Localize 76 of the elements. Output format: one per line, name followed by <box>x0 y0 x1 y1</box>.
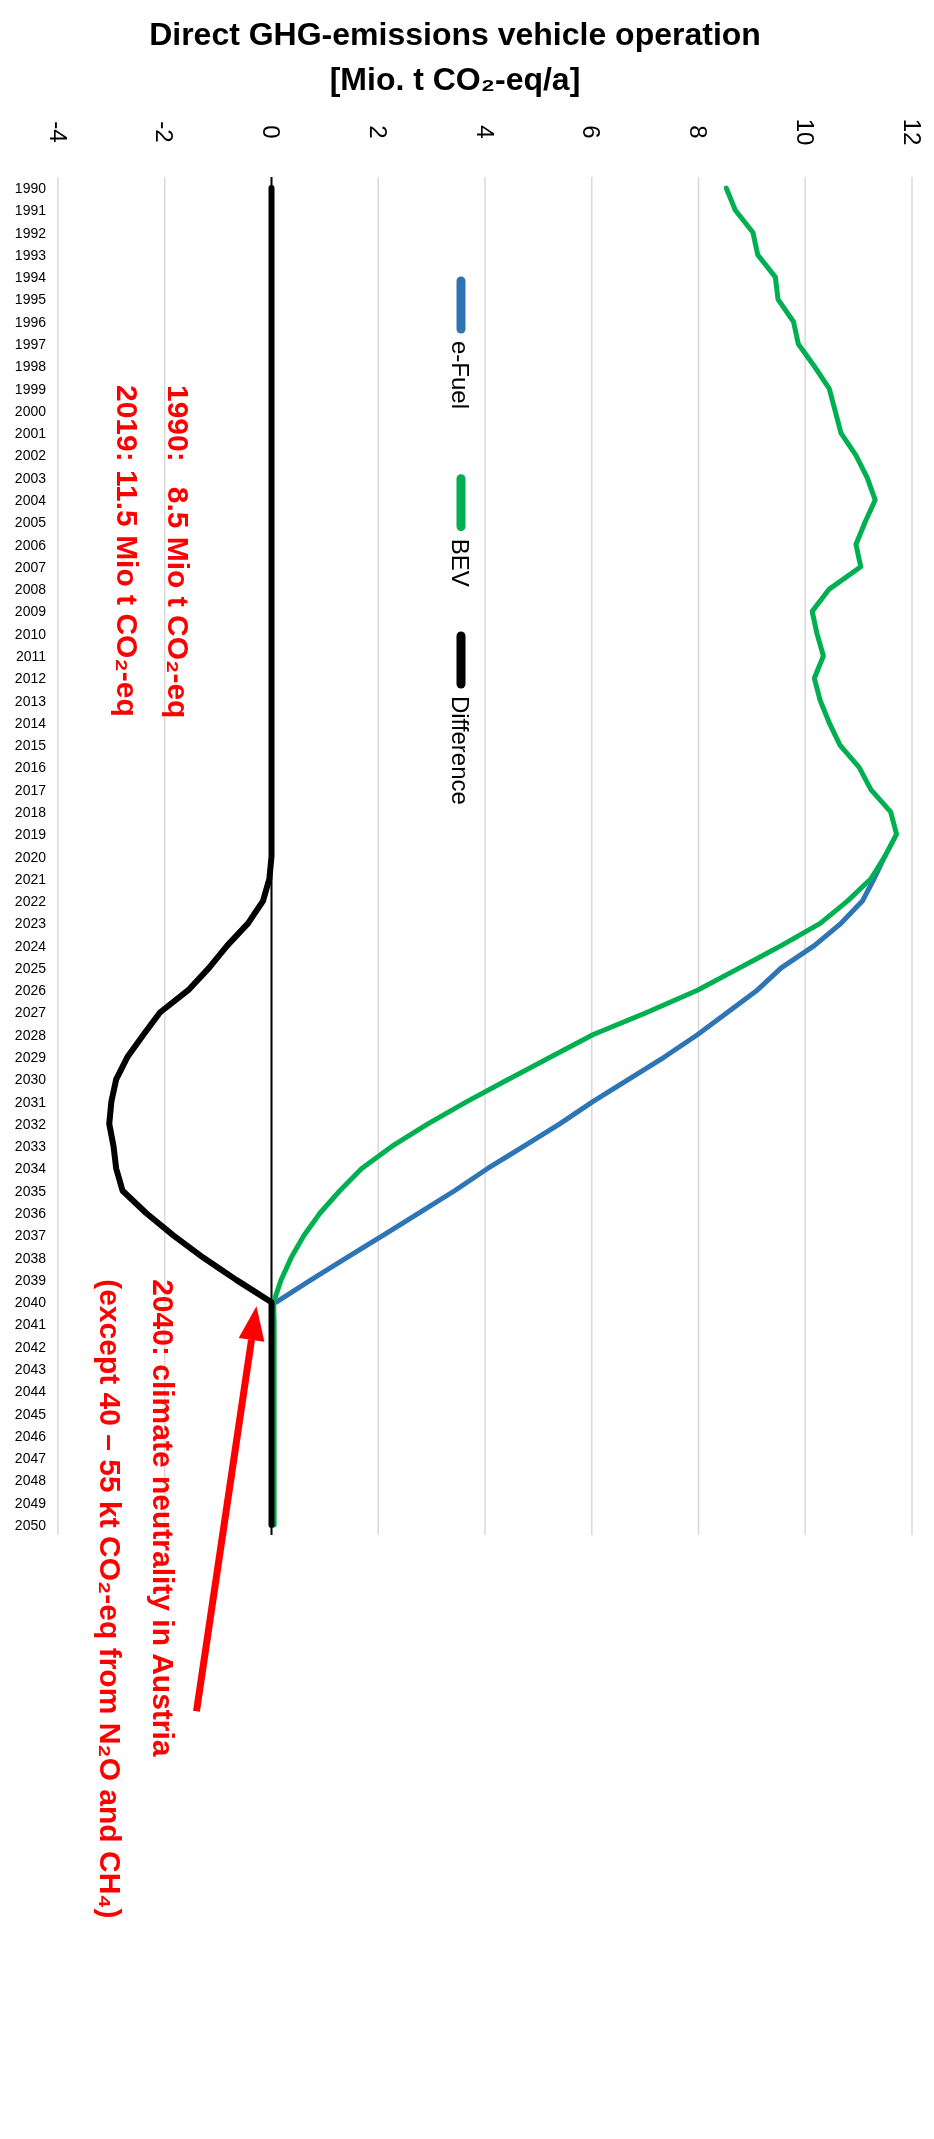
y-tick-label: 2044 <box>14 1383 47 1400</box>
y-tick-label: 2005 <box>14 514 47 531</box>
x-tick-label: 10 <box>791 118 819 146</box>
y-tick-label: 2014 <box>14 714 47 731</box>
y-tick-label: 1991 <box>14 202 47 219</box>
legend-label: BEV <box>447 538 474 587</box>
y-tick-label: 2048 <box>14 1472 47 1489</box>
y-tick-label: 2013 <box>14 692 47 709</box>
y-tick-label: 2021 <box>14 870 47 887</box>
chart-title: Direct GHG-emissions vehicle operation [Mio. t CO₂-eq/a] <box>149 16 761 97</box>
y-tick-label: 2004 <box>14 491 47 508</box>
y-tick-label: 2037 <box>14 1227 47 1244</box>
legend-label: Difference <box>447 695 474 805</box>
y-tick-label: 2006 <box>14 536 47 553</box>
y-tick-label: 2022 <box>14 893 47 910</box>
y-tick-label: 2011 <box>15 647 47 664</box>
y-tick-label: 1990 <box>14 180 47 196</box>
y-tick-label: 2039 <box>14 1271 47 1288</box>
y-tick-label: 1996 <box>14 313 47 330</box>
y-tick-label: 2024 <box>14 937 47 954</box>
y-tick-label: 2047 <box>14 1450 47 1467</box>
y-tick-label: 2023 <box>14 915 47 932</box>
y-tick-label: 2025 <box>14 959 47 976</box>
y-tick-label: 1995 <box>14 291 47 308</box>
y-tick-label: 2010 <box>14 625 47 642</box>
y-tick-label: 2003 <box>14 469 47 486</box>
y-tick-label: 2041 <box>14 1316 47 1333</box>
y-tick-label: 2030 <box>14 1071 47 1088</box>
y-tick-label: 2017 <box>14 781 47 798</box>
y-tick-label: 2042 <box>14 1338 47 1355</box>
y-tick-label: 2027 <box>14 1004 47 1021</box>
x-tick-label: 6 <box>578 125 606 139</box>
y-tick-label: 2012 <box>14 670 47 687</box>
y-tick-label: 2020 <box>14 848 47 865</box>
y-tick-label: 1992 <box>14 224 47 241</box>
y-tick-label: 2002 <box>14 447 47 464</box>
y-tick-label: 2050 <box>14 1517 47 1533</box>
x-tick-label: 0 <box>258 125 285 139</box>
y-tick-label: 2000 <box>14 402 47 419</box>
y-tick-label: 1997 <box>14 335 47 352</box>
y-tick-label: 1993 <box>14 246 47 263</box>
y-tick-label: 2029 <box>14 1049 47 1066</box>
y-tick-label: 2032 <box>14 1115 47 1132</box>
y-tick-label: 2036 <box>14 1205 47 1222</box>
y-tick-label: 2045 <box>14 1405 47 1422</box>
y-tick-label: 2031 <box>14 1093 47 1110</box>
x-tick-label: 4 <box>471 125 499 139</box>
y-tick-label: 2019 <box>14 826 47 843</box>
y-tick-label: 2008 <box>14 581 47 598</box>
y-tick-label: 2038 <box>14 1249 47 1266</box>
x-tick-label: -4 <box>44 121 72 143</box>
x-tick-label: 8 <box>685 125 712 139</box>
y-tick-label: 2016 <box>14 759 47 776</box>
y-tick-label: 2049 <box>14 1494 47 1511</box>
y-tick-label: 2018 <box>14 803 47 820</box>
y-tick-label: 2035 <box>14 1182 47 1199</box>
annotation: 2040: climate neutrality in Austria (except 40 – 55 kt CO₂-eq from N₂O and CH₄) <box>93 1279 180 1919</box>
y-tick-label: 2009 <box>14 603 47 620</box>
y-tick-label: 2026 <box>14 982 47 999</box>
x-tick-label: 2 <box>364 125 392 139</box>
y-tick-label: 1999 <box>14 380 47 397</box>
y-tick-label: 2040 <box>14 1294 47 1311</box>
y-tick-label: 2034 <box>14 1160 47 1177</box>
y-tick-label: 2043 <box>14 1361 47 1378</box>
x-tick-label: -2 <box>151 121 179 143</box>
y-tick-label: 1994 <box>14 269 47 286</box>
y-tick-label: 2001 <box>14 425 47 442</box>
x-tick-label: 12 <box>898 118 926 146</box>
y-tick-label: 2033 <box>14 1138 47 1155</box>
y-tick-label: 2028 <box>14 1026 47 1043</box>
legend-label: e-Fuel <box>447 341 474 410</box>
annotation: 1990: 8.5 Mio t CO₂-eq 2019: 11.5 Mio t CO₂-eq <box>111 385 195 719</box>
y-tick-label: 1998 <box>14 358 47 375</box>
y-tick-label: 2046 <box>14 1427 47 1444</box>
y-tick-label: 2015 <box>14 737 47 754</box>
y-tick-label: 2007 <box>14 558 47 575</box>
